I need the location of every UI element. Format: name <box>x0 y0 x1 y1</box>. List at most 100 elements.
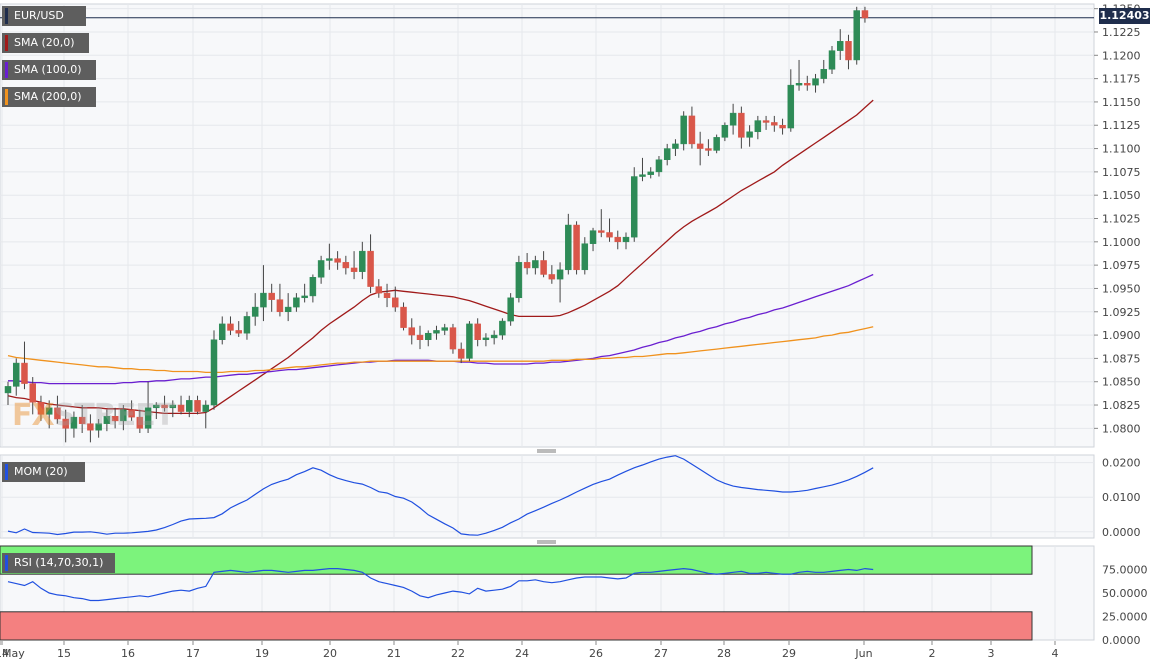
candle-bull <box>836 41 844 51</box>
candle-bear <box>78 416 86 424</box>
candle-bear <box>37 401 45 415</box>
y-tick-label: 1.0850 <box>1102 376 1141 389</box>
rsi-oversold-zone <box>0 611 1033 641</box>
y-tick-label: 1.1175 <box>1102 73 1141 86</box>
candle-bull <box>424 332 432 340</box>
candle-bear <box>136 416 144 429</box>
candle-bear <box>400 306 407 328</box>
candle-bull <box>251 306 259 317</box>
x-tick-label: 3 <box>988 647 995 660</box>
candle-bull <box>581 243 589 271</box>
candle-bear <box>606 232 613 238</box>
x-tick-label: 15 <box>57 647 71 660</box>
x-tick-label: May <box>2 647 25 660</box>
candle-bull <box>639 174 646 177</box>
x-tick-label: 17 <box>186 647 200 660</box>
y-tick-label: 1.0875 <box>1102 352 1141 365</box>
candle-bear <box>861 10 869 19</box>
axis-layer: May14151617192021222426272829Jun2341.125… <box>0 3 1148 660</box>
candle-bull <box>482 337 490 340</box>
candle-bear <box>804 83 811 86</box>
candle-bear <box>457 348 465 359</box>
candle-bull <box>144 407 152 429</box>
candle-bear <box>87 423 94 431</box>
candle-bear <box>29 383 36 403</box>
y-tick-label: 1.1200 <box>1102 49 1141 62</box>
mom-y-tick-label: 0.0200 <box>1102 457 1141 470</box>
y-tick-label: 1.1050 <box>1102 189 1141 202</box>
pane-separator-0[interactable] <box>0 448 1166 454</box>
candle-bull <box>210 339 218 406</box>
candle-bull <box>853 10 860 61</box>
candle-bull <box>565 224 572 271</box>
mom-line <box>7 455 874 536</box>
candle-bear <box>696 143 704 149</box>
pane-background-0 <box>0 3 1095 448</box>
candle-bull <box>754 120 762 133</box>
candle-bull <box>441 327 448 331</box>
pair-label[interactable]: EUR/USD <box>2 6 86 26</box>
candle-bull <box>433 330 440 334</box>
sma20-label[interactable]: SMA (20,0) <box>2 33 89 53</box>
candle-bull <box>729 112 737 126</box>
candle-bull <box>45 407 53 415</box>
candle-bear <box>111 415 119 422</box>
candle-bear <box>342 262 350 269</box>
candle-bull <box>515 262 523 299</box>
candle-bull <box>260 292 267 308</box>
candle-bear <box>161 404 168 409</box>
x-tick-label: 28 <box>717 647 731 660</box>
y-tick-label: 1.0950 <box>1102 282 1141 295</box>
candle-bull <box>556 269 564 280</box>
candle-bull <box>120 409 127 422</box>
sma200-label-text: SMA (200,0) <box>14 90 82 103</box>
sma20-label-text: SMA (20,0) <box>14 36 75 49</box>
candle-bear <box>375 286 383 294</box>
candle-bear <box>408 327 416 336</box>
candle-bear <box>548 274 556 280</box>
x-tick-label: 14 <box>0 647 9 660</box>
sma100-label[interactable]: SMA (100,0) <box>2 60 96 80</box>
candle-bear <box>235 330 242 334</box>
candle-bear <box>54 407 61 420</box>
indicator-layer <box>7 455 874 602</box>
y-tick-label: 1.0975 <box>1102 259 1141 272</box>
rsi-zones <box>0 545 1033 641</box>
mom-label[interactable]: MOM (20) <box>2 462 85 482</box>
candle-bull <box>589 230 597 244</box>
y-tick-label: 1.1150 <box>1102 96 1141 109</box>
mom-y-tick-label: 0.0100 <box>1102 491 1141 504</box>
y-tick-label: 1.0900 <box>1102 329 1141 342</box>
candle-bear <box>416 334 424 340</box>
candle-bear <box>474 323 481 340</box>
candle-bull <box>630 176 638 238</box>
y-tick-label: 1.1075 <box>1102 166 1141 179</box>
candle-bear <box>334 258 341 263</box>
x-tick-label: 19 <box>255 647 269 660</box>
candle-bull <box>746 131 753 138</box>
y-tick-label: 1.1025 <box>1102 213 1141 226</box>
rsi-y-tick-label: 0.0000 <box>1102 634 1141 647</box>
candle-bull <box>293 297 300 308</box>
x-tick-label: 4 <box>1052 647 1059 660</box>
candle-bull <box>202 404 210 412</box>
y-tick-label: 1.0825 <box>1102 399 1141 412</box>
candle-bull <box>713 137 720 151</box>
sma200-label[interactable]: SMA (200,0) <box>2 87 96 107</box>
candle-bull <box>243 316 251 334</box>
candle-bear <box>598 230 605 233</box>
candle-bear <box>771 122 778 126</box>
pane-separator-1[interactable] <box>0 539 1166 545</box>
candle-bull <box>680 115 687 145</box>
candle-bear <box>62 418 69 429</box>
candle-bear <box>779 124 786 129</box>
candle-bull <box>795 83 803 86</box>
candle-bear <box>177 404 185 412</box>
candle-bull <box>95 423 102 431</box>
rsi-label[interactable]: RSI (14,70,30,1) <box>2 553 115 573</box>
candle-bull <box>622 236 630 243</box>
grid-layer <box>0 3 1166 641</box>
candle-bear <box>523 262 531 269</box>
rsi-overbought-zone <box>0 545 1033 575</box>
